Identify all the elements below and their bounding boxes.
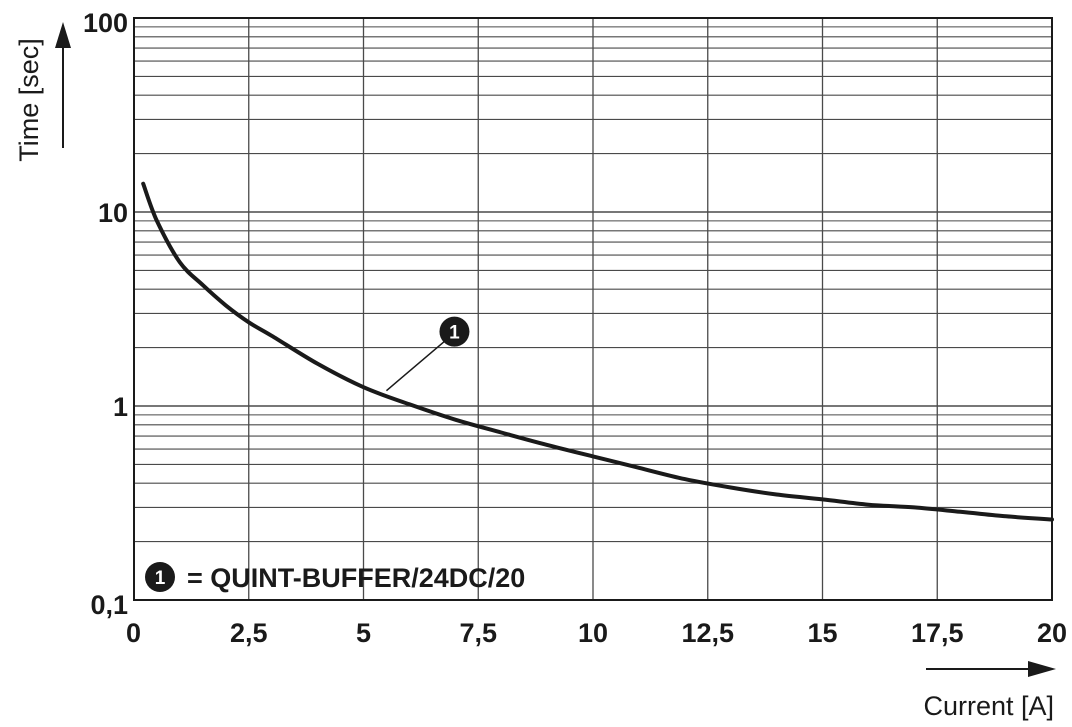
series-line-0 (141, 181, 1054, 522)
y-tick-label-2: 10 (98, 198, 128, 228)
x-axis-label-group: Current [A] (923, 661, 1056, 721)
y-axis-label-group: Time [sec] (14, 22, 71, 162)
legend-text: = QUINT-BUFFER/24DC/20 (187, 563, 525, 593)
legend-marker (145, 562, 175, 592)
x-axis-label: Current [A] (923, 691, 1054, 721)
legend-marker-number: 1 (155, 568, 166, 589)
x-tick-label-0: 0 (126, 618, 141, 648)
vertical-grid (133, 18, 1053, 600)
y-axis-label: Time [sec] (14, 38, 44, 162)
legend: 1 = QUINT-BUFFER/24DC/20 (145, 562, 525, 593)
x-tick-label-2: 5 (356, 618, 371, 648)
y-tick-labels: 0,1 1 10 100 (83, 8, 128, 620)
x-tick-label-5: 12,5 (681, 618, 734, 648)
x-tick-labels: 0 2,5 5 7,5 10 12,5 15 17,5 20 (126, 618, 1067, 648)
horizontal-grid (134, 17, 1052, 601)
y-tick-label-0: 0,1 (90, 590, 128, 620)
plot-frame (133, 17, 1053, 601)
x-tick-label-3: 7,5 (459, 618, 497, 648)
annotation-leader (385, 339, 447, 392)
y-axis-arrow-head (55, 22, 71, 48)
x-tick-label-6: 15 (807, 618, 837, 648)
x-tick-label-7: 17,5 (911, 618, 964, 648)
x-axis-arrow-head (1028, 661, 1056, 677)
x-tick-label-1: 2,5 (230, 618, 268, 648)
y-tick-label-1: 1 (113, 392, 128, 422)
annotation-marker (439, 316, 470, 347)
annotation-layer: 1 (385, 316, 470, 392)
y-tick-label-3: 100 (83, 8, 128, 38)
x-tick-label-8: 20 (1037, 618, 1067, 648)
series-layer (141, 181, 1054, 522)
annotation-marker-number: 1 (449, 323, 460, 344)
x-tick-label-4: 10 (578, 618, 608, 648)
